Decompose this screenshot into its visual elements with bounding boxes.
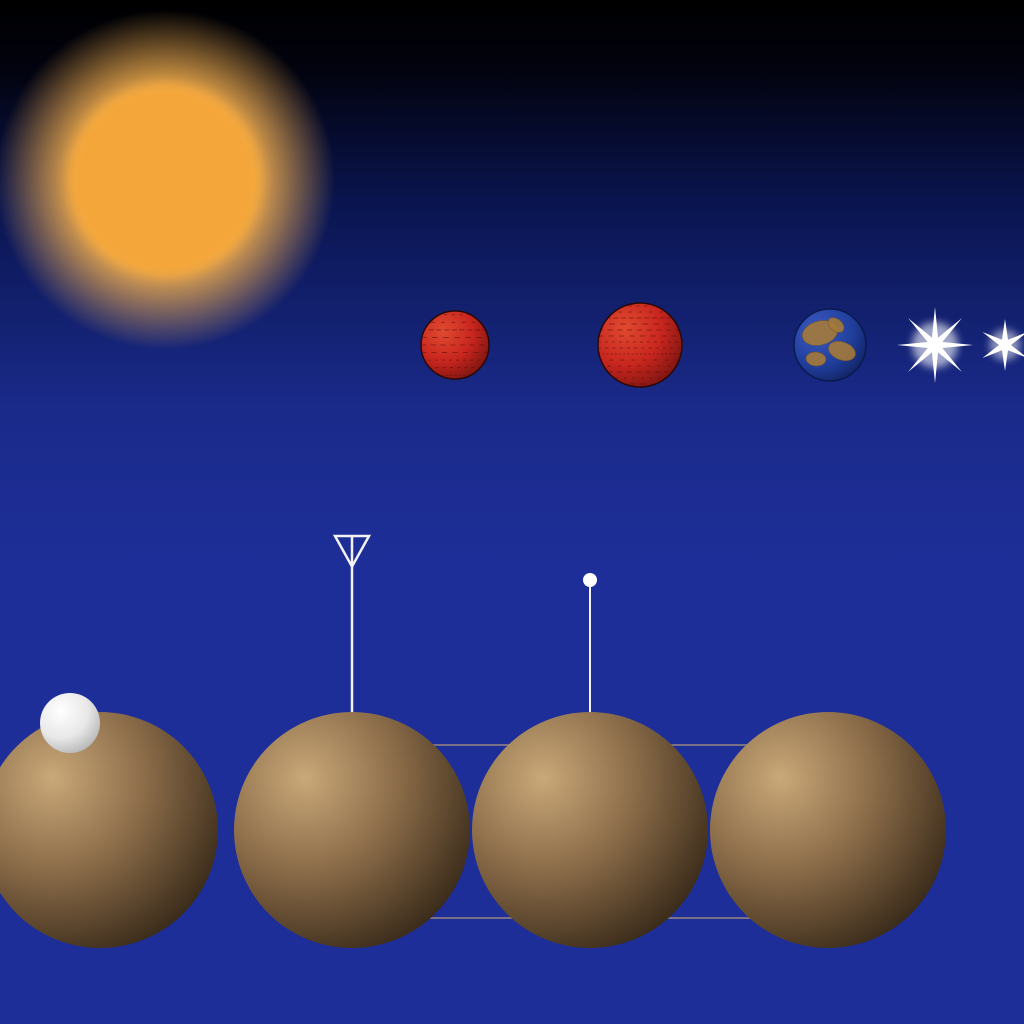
sphere-1 bbox=[0, 712, 218, 948]
earth-planet bbox=[794, 309, 866, 381]
antenna-triangle bbox=[335, 536, 369, 730]
sun bbox=[0, 10, 335, 350]
sphere-4 bbox=[710, 712, 946, 948]
red-planet-2 bbox=[598, 303, 682, 387]
antenna-dot bbox=[583, 573, 597, 735]
sphere-2 bbox=[234, 712, 470, 948]
diagram-svg bbox=[0, 0, 1024, 1024]
sphere-3 bbox=[472, 712, 708, 948]
red-planet-1 bbox=[421, 311, 489, 379]
diagram-root bbox=[0, 0, 1024, 1024]
star-small bbox=[982, 319, 1024, 371]
star-large bbox=[897, 307, 973, 383]
small-moon bbox=[40, 693, 100, 753]
